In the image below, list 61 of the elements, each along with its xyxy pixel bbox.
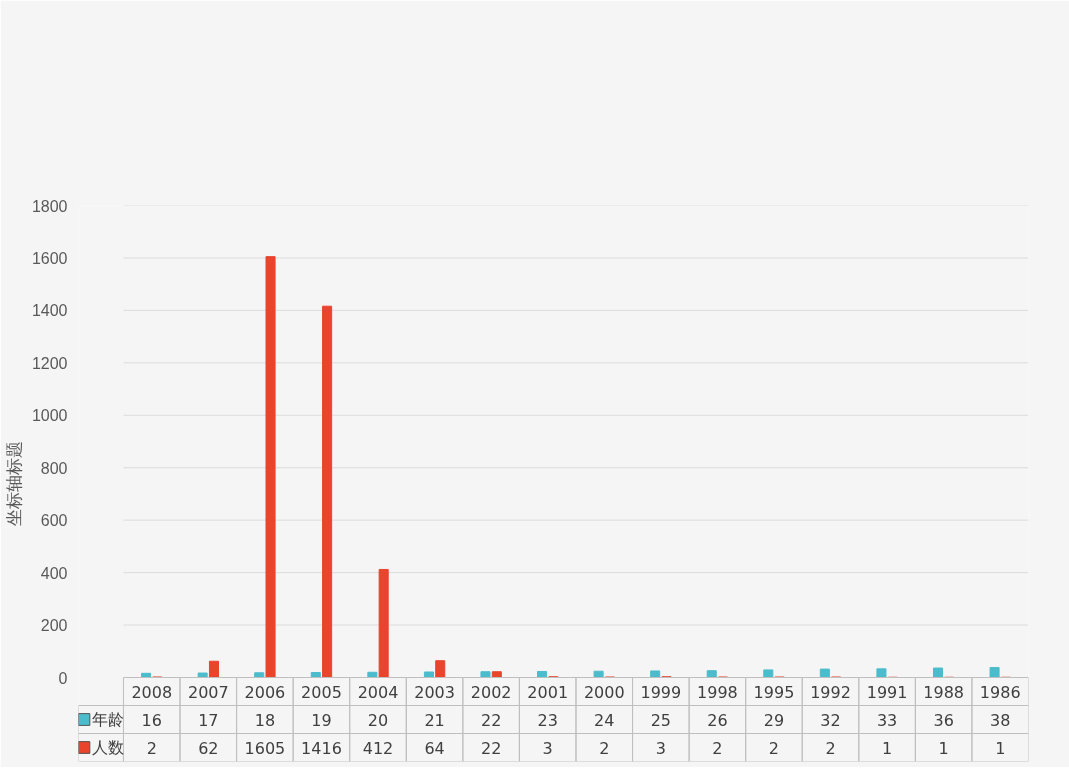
x-tick-label: 1991 xyxy=(866,682,908,702)
data-label: 21 xyxy=(424,710,445,730)
data-label: 32 xyxy=(820,710,841,730)
y-tick-label: 1600 xyxy=(31,249,68,267)
data-label: 1 xyxy=(882,738,893,758)
data-label: 3 xyxy=(655,738,666,758)
data-label: 22 xyxy=(480,710,502,730)
data-label: 26 xyxy=(707,710,728,730)
data-label: 2 xyxy=(768,738,780,758)
x-tick-label: 2008 xyxy=(131,682,173,702)
data-label: 3 xyxy=(542,738,553,758)
data-label: 2 xyxy=(599,738,610,758)
data-label: 25 xyxy=(650,710,672,730)
y-tick-label: 600 xyxy=(40,512,68,530)
data-label: 412 xyxy=(362,738,394,758)
data-label: 29 xyxy=(763,710,785,730)
y-tick-label: 400 xyxy=(40,564,68,582)
data-label: 33 xyxy=(876,710,898,730)
data-label: 2 xyxy=(712,738,723,758)
data-label: 17 xyxy=(198,710,219,730)
y-tick-label: 800 xyxy=(40,459,68,477)
x-tick-label: 1986 xyxy=(979,682,1021,702)
data-label: 62 xyxy=(198,738,219,758)
y-tick-label: 1000 xyxy=(31,407,68,425)
x-tick-label: 2004 xyxy=(357,682,399,702)
x-tick-label: 1988 xyxy=(923,682,965,702)
data-label: 1 xyxy=(995,738,1006,758)
x-tick-label: 2003 xyxy=(414,682,455,702)
x-tick-label: 2001 xyxy=(527,682,569,702)
y-axis-title: 坐标轴标题 xyxy=(3,441,24,526)
data-label: 2 xyxy=(825,738,836,758)
x-tick-label: 1995 xyxy=(753,682,795,702)
data-label: 24 xyxy=(594,710,615,730)
y-tick-label: 200 xyxy=(40,617,68,635)
x-tick-label: 2005 xyxy=(301,682,342,702)
data-label: 2 xyxy=(146,738,157,758)
data-label: 1605 xyxy=(244,738,286,758)
data-label: 22 xyxy=(480,738,502,758)
x-tick-label: 2007 xyxy=(187,682,229,702)
x-tick-label: 2002 xyxy=(470,682,512,702)
data-label: 1416 xyxy=(301,738,342,758)
data-label: 19 xyxy=(311,710,332,730)
y-tick-label: 0 xyxy=(58,669,68,687)
data-label: 16 xyxy=(141,710,162,730)
x-tick-label: 1999 xyxy=(640,682,682,702)
data-label: 23 xyxy=(537,710,558,730)
data-label: 20 xyxy=(367,710,389,730)
y-tick-label: 1400 xyxy=(31,302,68,320)
data-label: 38 xyxy=(990,710,1011,730)
data-label: 18 xyxy=(254,710,276,730)
legend-label: 年龄 xyxy=(91,710,124,729)
y-tick-label: 1200 xyxy=(31,354,68,372)
data-label: 64 xyxy=(424,738,445,758)
x-tick-label: 1992 xyxy=(810,682,851,702)
x-tick-label: 2000 xyxy=(583,682,625,702)
data-label: 1 xyxy=(938,738,949,758)
y-tick-label: 1800 xyxy=(31,197,68,215)
x-tick-label: 2006 xyxy=(244,682,286,702)
legend-label: 人数 xyxy=(91,738,124,757)
data-label: 36 xyxy=(933,710,954,730)
x-tick-label: 1998 xyxy=(697,682,738,702)
